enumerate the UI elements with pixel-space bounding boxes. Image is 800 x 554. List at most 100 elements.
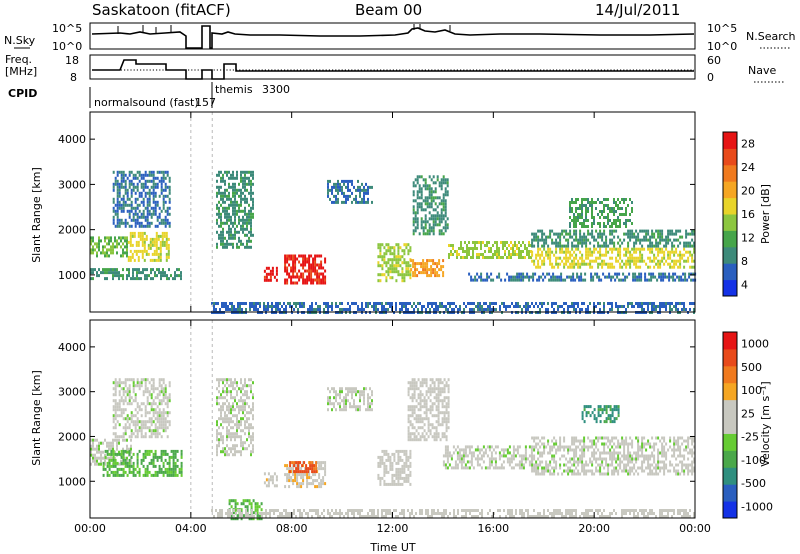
data-cell: [146, 197, 149, 201]
data-cell: [260, 517, 263, 521]
data-cell: [246, 390, 248, 394]
data-cell: [660, 278, 663, 282]
data-cell: [114, 405, 117, 409]
data-cell: [139, 231, 142, 235]
data-cell: [246, 233, 248, 237]
data-cell: [226, 450, 228, 454]
data-cell: [615, 256, 618, 260]
data-cell: [609, 256, 612, 260]
data-cell: [494, 250, 496, 253]
data-cell: [327, 308, 329, 311]
data-cell: [479, 302, 481, 305]
data-cell: [385, 264, 388, 268]
data-cell: [577, 302, 579, 305]
data-cell: [333, 182, 335, 186]
data-cell: [140, 414, 143, 418]
data-cell: [486, 244, 488, 247]
data-cell: [430, 274, 433, 278]
data-cell: [108, 461, 111, 465]
data-cell: [615, 210, 617, 213]
data-cell: [108, 464, 111, 468]
data-cell: [130, 209, 133, 213]
data-cell: [424, 178, 427, 182]
data-cell: [567, 247, 570, 251]
data-cell: [365, 188, 367, 192]
data-cell: [403, 449, 406, 453]
data-cell: [629, 253, 632, 257]
data-cell: [216, 450, 218, 454]
data-cell: [232, 432, 234, 436]
data-cell: [135, 249, 138, 253]
data-cell: [329, 390, 331, 394]
data-cell: [102, 248, 104, 252]
data-cell: [638, 278, 641, 282]
data-cell: [649, 259, 652, 263]
data-cell: [614, 278, 617, 282]
data-cell: [130, 200, 133, 204]
data-cell: [585, 244, 588, 248]
data-cell: [571, 241, 574, 245]
data-cell: [635, 229, 638, 233]
data-cell: [496, 275, 499, 279]
data-cell: [563, 308, 565, 311]
data-cell: [92, 453, 94, 457]
data-cell: [367, 396, 369, 400]
data-cell: [422, 220, 425, 224]
data-cell: [242, 242, 244, 246]
data-cell: [112, 170, 115, 174]
data-cell: [395, 270, 398, 274]
data-cell: [94, 459, 96, 463]
data-cell: [361, 305, 363, 308]
data-cell: [645, 238, 648, 242]
data-cell: [250, 194, 252, 198]
data-cell: [577, 213, 579, 216]
data-cell: [116, 197, 119, 201]
data-cell: [137, 249, 140, 253]
data-cell: [474, 275, 477, 279]
data-cell: [331, 408, 333, 412]
data-cell: [108, 473, 111, 477]
data-cell: [423, 396, 426, 400]
data-cell: [222, 450, 224, 454]
data-cell: [613, 247, 616, 251]
data-cell: [108, 254, 110, 258]
data-cell: [250, 239, 252, 243]
data-cell: [339, 393, 341, 397]
data-cell: [120, 452, 123, 456]
data-cell: [104, 254, 106, 258]
data-cell: [409, 273, 412, 277]
data-cell: [363, 197, 365, 201]
data-cell: [440, 232, 443, 236]
data-cell: [655, 256, 658, 260]
data-cell: [230, 197, 232, 201]
data-cell: [480, 278, 483, 282]
data-cell: [498, 256, 500, 259]
data-cell: [254, 508, 257, 512]
data-cell: [559, 244, 562, 248]
data-cell: [133, 249, 136, 253]
data-cell: [243, 302, 245, 305]
data-cell: [614, 272, 617, 276]
data-cell: [130, 444, 132, 448]
data-cell: [222, 221, 224, 225]
data-cell: [96, 274, 98, 278]
data-cell: [453, 302, 455, 305]
data-cell: [112, 458, 115, 462]
data-cell: [130, 435, 133, 439]
data-cell: [506, 247, 508, 250]
data-cell: [480, 253, 482, 256]
data-cell: [112, 245, 114, 249]
data-cell: [652, 272, 655, 276]
data-cell: [337, 197, 339, 201]
data-cell: [442, 199, 445, 203]
data-cell: [141, 234, 144, 238]
data-cell: [381, 255, 384, 259]
data-cell: [626, 275, 629, 279]
data-cell: [581, 213, 583, 216]
data-cell: [691, 244, 694, 248]
data-cell: [312, 257, 315, 261]
data-cell: [236, 384, 238, 388]
data-cell: [452, 253, 454, 256]
data-cell: [589, 265, 592, 269]
data-cell: [100, 441, 102, 445]
